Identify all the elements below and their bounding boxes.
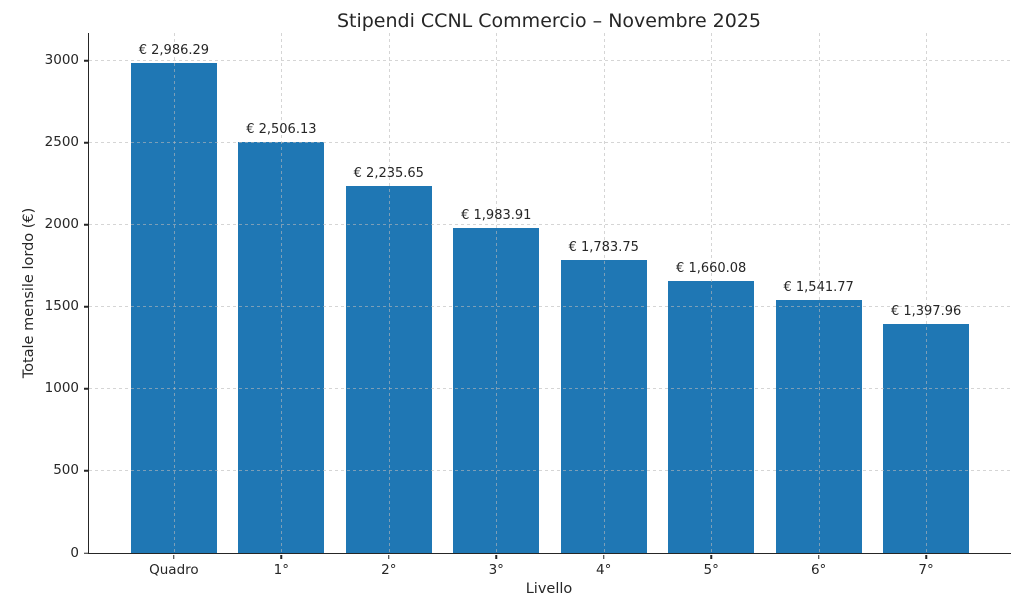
- gridline-horizontal: [89, 141, 1011, 143]
- bar-value-label: € 1,397.96: [890, 303, 962, 319]
- bar: [560, 260, 647, 553]
- gridline-vertical: [603, 33, 605, 553]
- x-tick-mark: [495, 554, 498, 559]
- y-tick-mark: [83, 224, 88, 226]
- gridline-vertical: [711, 33, 713, 553]
- bar-value-label: € 2,506.13: [246, 121, 317, 137]
- bar-value-label: € 1,660.08: [676, 260, 747, 276]
- chart-title: Stipendi CCNL Commercio – Novembre 2025: [336, 10, 762, 32]
- bar-value-label: € 1,783.75: [568, 240, 639, 256]
- bar: [453, 227, 540, 553]
- gridline-horizontal: [89, 223, 1011, 225]
- y-tick-label: 0: [70, 544, 79, 561]
- x-tick-mark: [173, 554, 175, 559]
- gridline-horizontal: [89, 469, 1011, 471]
- x-tick-label: Quadro: [149, 562, 199, 578]
- x-tick-label: 7°: [918, 562, 934, 578]
- y-tick-mark: [83, 60, 88, 62]
- y-tick-mark: [83, 470, 88, 472]
- x-tick-mark: [602, 554, 605, 559]
- gridline-vertical: [926, 33, 928, 553]
- y-tick-mark: [83, 306, 88, 308]
- x-tick-label: 3°: [488, 562, 504, 578]
- bar: [775, 300, 862, 553]
- x-tick-label: 6°: [810, 562, 827, 578]
- y-tick-mark: [83, 142, 88, 144]
- gridline-vertical: [818, 33, 820, 553]
- y-tick-label: 1000: [44, 380, 79, 397]
- gridline-horizontal: [89, 59, 1011, 61]
- bar-value-label: € 2,986.29: [138, 43, 210, 59]
- y-tick-mark: [83, 388, 88, 390]
- x-tick-label: 5°: [703, 562, 719, 578]
- gridline-vertical: [281, 33, 283, 553]
- x-tick-mark: [388, 554, 390, 559]
- bar-value-label: € 1,983.91: [461, 207, 532, 223]
- y-tick-label: 2000: [44, 216, 79, 233]
- bar: [130, 63, 217, 553]
- bar: [883, 323, 970, 553]
- x-tick-mark: [817, 554, 820, 559]
- y-tick-label: 2500: [44, 134, 79, 151]
- gridline-horizontal: [89, 387, 1011, 389]
- x-tick-mark: [280, 554, 283, 559]
- plot-area: 0 500 1000 1500 2000 2500 3000 € 2,986.29 Quadro…: [45, 33, 1011, 578]
- bar: [668, 280, 755, 553]
- gridline-vertical: [388, 33, 390, 553]
- bar: [238, 141, 325, 553]
- y-tick-label: 1500: [44, 298, 79, 315]
- bar-value-label: € 1,541.77: [783, 280, 854, 296]
- x-tick-label: 2°: [381, 562, 397, 578]
- x-axis-label: Livello: [525, 581, 573, 597]
- bar: [345, 186, 432, 553]
- bar-value-label: € 2,235.65: [353, 166, 424, 182]
- y-tick-mark: [83, 552, 88, 554]
- x-tick-label: 1°: [273, 562, 290, 578]
- x-tick-mark: [925, 554, 927, 559]
- y-tick-label: 500: [53, 462, 79, 479]
- y-tick-label: 3000: [44, 52, 79, 69]
- x-tick-mark: [710, 554, 712, 559]
- y-axis-label: Totale mensile lordo (€): [21, 207, 37, 379]
- gridline-vertical: [173, 33, 175, 553]
- gridline-vertical: [496, 33, 498, 553]
- gridline-horizontal: [89, 305, 1011, 307]
- x-tick-label: 4°: [596, 562, 612, 578]
